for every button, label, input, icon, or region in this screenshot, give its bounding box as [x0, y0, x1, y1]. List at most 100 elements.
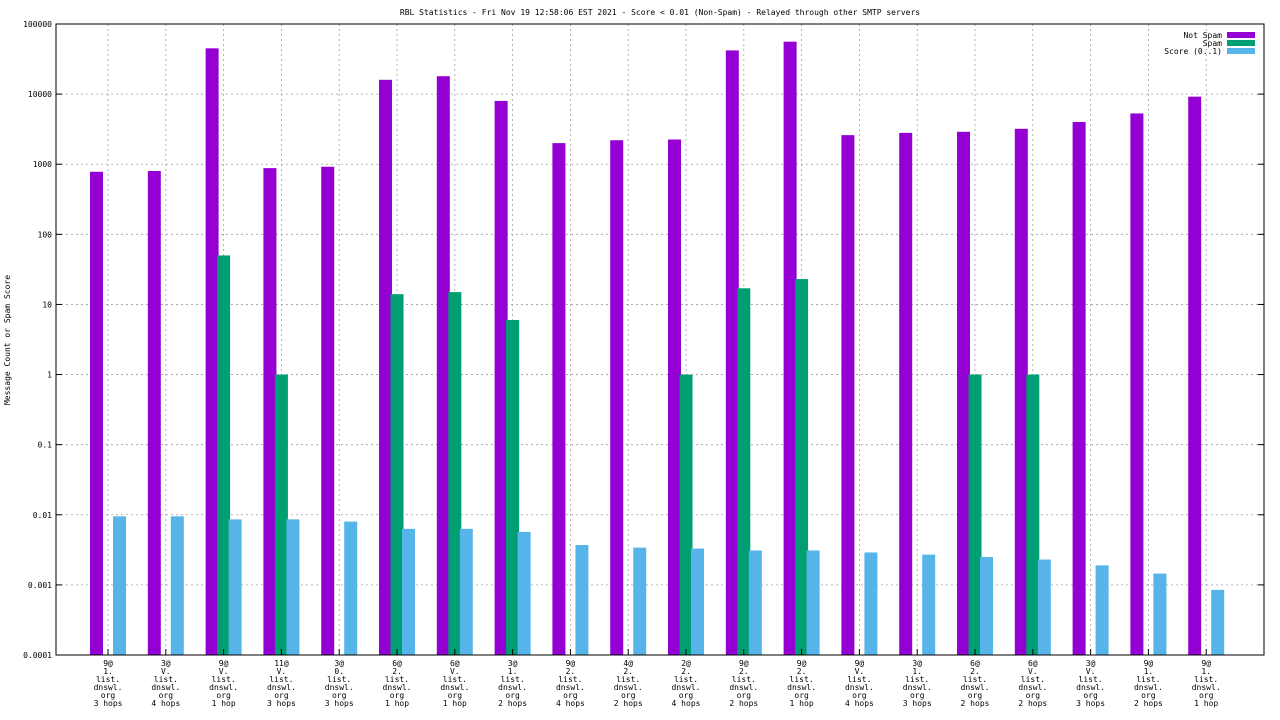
x-tick-label: V.: [161, 667, 171, 676]
x-tick-label: dnswl.: [729, 683, 758, 692]
x-tick-label: V.: [277, 667, 287, 676]
x-tick-label: list.: [905, 675, 929, 684]
x-tick-label: list.: [847, 675, 871, 684]
x-tick-label: org: [1141, 691, 1156, 700]
y-tick-label: 100: [38, 230, 53, 239]
bar-score: [633, 547, 647, 655]
legend-label: Score (0..1): [1164, 47, 1222, 56]
bar-score: [806, 550, 820, 655]
legend-label: Not Spam: [1183, 31, 1222, 40]
x-tick-label: org: [968, 691, 983, 700]
x-tick-label: list.: [154, 675, 178, 684]
bar-score: [517, 531, 531, 655]
x-tick-label: org: [1083, 691, 1098, 700]
x-tick-label: 9@: [219, 659, 229, 668]
bar-spam: [1026, 374, 1040, 655]
x-tick-label: dnswl.: [614, 683, 643, 692]
x-tick-label: org: [390, 691, 405, 700]
x-tick-label: list.: [1194, 675, 1218, 684]
y-tick-label: 0.01: [33, 511, 52, 520]
bar-score: [344, 521, 358, 655]
x-tick-label: org: [332, 691, 347, 700]
x-tick-label: 1.: [1144, 667, 1154, 676]
x-tick-label: dnswl.: [1076, 683, 1105, 692]
x-tick-label: dnswl.: [556, 683, 585, 692]
x-tick-label: 2.: [797, 667, 807, 676]
bar-score: [228, 519, 242, 655]
plot-frame: [55, 23, 1265, 656]
x-tick-label: list.: [558, 675, 582, 684]
bar-score: [170, 516, 184, 655]
bars: [90, 41, 1225, 656]
x-tick-label: list.: [674, 675, 698, 684]
x-tick-label: list.: [443, 675, 467, 684]
legend-swatch: [1227, 32, 1255, 38]
bar-not-spam: [379, 79, 393, 655]
x-tick-label: 2.: [392, 667, 402, 676]
x-tick-label: dnswl.: [787, 683, 816, 692]
bar-not-spam: [957, 131, 971, 655]
bar-not-spam: [668, 139, 682, 655]
bar-score: [864, 552, 878, 655]
x-tick-label: org: [1199, 691, 1214, 700]
x-tick-label: 1.: [508, 667, 518, 676]
bar-not-spam: [1072, 122, 1086, 656]
x-tick-label: list.: [963, 675, 987, 684]
x-tick-label: 6@: [450, 659, 460, 668]
x-tick-label: 2.: [739, 667, 749, 676]
bar-not-spam: [1014, 128, 1028, 655]
x-tick-label: dnswl.: [845, 683, 874, 692]
x-tick-label: dnswl.: [1192, 683, 1221, 692]
x-tick-label: org: [737, 691, 752, 700]
x-tick-label: list.: [501, 675, 525, 684]
x-tick-label: list.: [327, 675, 351, 684]
x-tick-label: 9@: [1201, 659, 1211, 668]
bar-not-spam: [552, 143, 566, 655]
x-tick-label: 3 hops: [325, 699, 354, 708]
x-tick-label: org: [852, 691, 867, 700]
bar-score: [691, 548, 705, 655]
bar-not-spam: [610, 140, 624, 655]
x-tick-label: 3 hops: [94, 699, 123, 708]
bar-score: [922, 554, 936, 655]
x-tick-label: org: [794, 691, 809, 700]
x-tick-label: 3@: [161, 659, 171, 668]
bar-spam: [795, 279, 809, 655]
x-tick-label: 0.: [334, 667, 344, 676]
bar-score: [1153, 573, 1167, 655]
x-tick-label: list.: [212, 675, 236, 684]
legend-swatch: [1227, 48, 1255, 54]
x-tick-label: list.: [269, 675, 293, 684]
x-tick-label: list.: [1136, 675, 1160, 684]
x-tick-label: 1 hop: [443, 699, 467, 708]
x-tick-label: dnswl.: [498, 683, 527, 692]
bar-not-spam: [725, 50, 739, 655]
x-tick-label: list.: [790, 675, 814, 684]
x-tick-label: org: [505, 691, 520, 700]
x-tick-label: dnswl.: [440, 683, 469, 692]
x-tick-label: org: [101, 691, 116, 700]
bar-spam: [274, 374, 288, 655]
x-tick-label: V.: [1086, 667, 1096, 676]
bar-spam: [737, 288, 751, 655]
x-tick-label: 2@: [681, 659, 691, 668]
x-tick-label: 6@: [392, 659, 402, 668]
x-tick-label: 1.: [1201, 667, 1211, 676]
x-tick-label: org: [621, 691, 636, 700]
x-tick-label: 3@: [508, 659, 518, 668]
x-tick-label: dnswl.: [1134, 683, 1163, 692]
bar-score: [980, 556, 994, 655]
x-tick-label: org: [159, 691, 174, 700]
x-tick-label: 3@: [334, 659, 344, 668]
y-tick-label: 1000: [33, 160, 52, 169]
bar-not-spam: [263, 168, 277, 655]
x-tick-label: 4 hops: [672, 699, 701, 708]
x-tick-label: V.: [450, 667, 460, 676]
x-tick-label: 6@: [1028, 659, 1038, 668]
x-tick-label: 2.: [623, 667, 633, 676]
x-tick-label: dnswl.: [209, 683, 238, 692]
x-tick-label: list.: [1079, 675, 1103, 684]
x-tick-label: 2.: [970, 667, 980, 676]
